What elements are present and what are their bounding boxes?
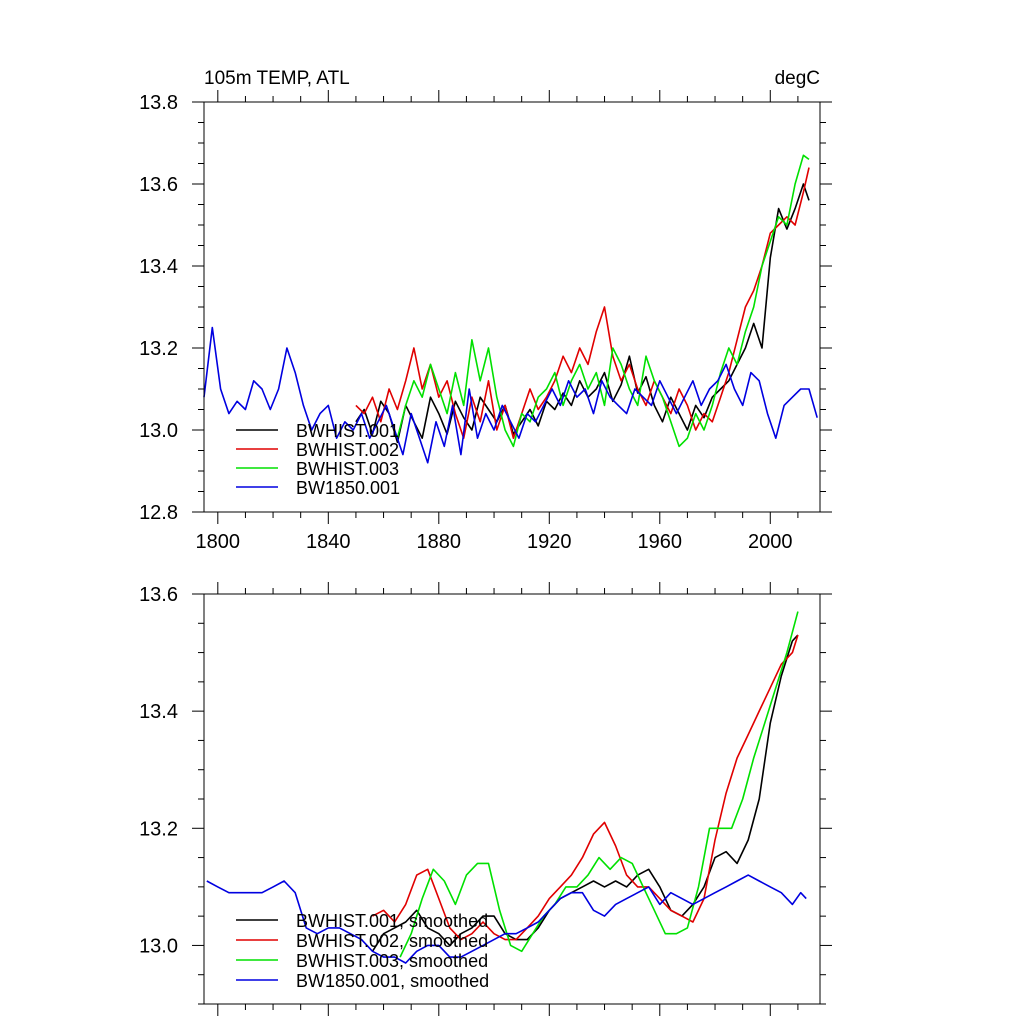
legend-label: BW1850.001, smoothed <box>296 971 489 991</box>
series-line-bwhist-002 <box>355 167 810 440</box>
x-tick-label: 1840 <box>306 531 351 553</box>
x-tick-label: 1880 <box>417 531 462 553</box>
y-tick-label: 13.6 <box>139 174 178 196</box>
top-chart-title: 105m TEMP, ATL <box>204 68 350 89</box>
series-line-bwhist-001 <box>355 183 810 444</box>
y-tick-label: 13.0 <box>139 935 178 957</box>
y-tick-label: 13.8 <box>139 92 178 114</box>
legend-label: BWHIST.001, smoothed <box>296 911 488 931</box>
y-tick-label: 13.6 <box>139 584 178 606</box>
x-tick-label: 1800 <box>196 531 241 553</box>
series-line-bwhist-003-smoothed <box>399 611 799 958</box>
series-line-bwhist-003 <box>396 154 810 448</box>
y-tick-label: 13.4 <box>139 256 178 278</box>
bottom-series-lines <box>206 611 807 964</box>
series-line-bwhist-001-smoothed <box>371 634 799 952</box>
y-tick-label: 12.8 <box>139 502 178 524</box>
top-series-lines <box>203 154 818 464</box>
x-tick-label: 1960 <box>638 531 683 553</box>
y-tick-label: 13.0 <box>139 420 178 442</box>
series-line-bwhist-002-smoothed <box>372 634 799 941</box>
legend-label: BWHIST.002, smoothed <box>296 931 488 951</box>
x-tick-label: 1920 <box>527 531 572 553</box>
legend-label: BW1850.001 <box>296 478 400 498</box>
x-tick-label: 2000 <box>748 531 793 553</box>
bottom-plot-frame <box>203 593 821 1005</box>
legend-label: BWHIST.003 <box>296 459 399 479</box>
series-line-bw1850-001 <box>203 326 818 464</box>
legend-label: BWHIST.002 <box>296 440 399 460</box>
top-chart-units: degC <box>775 68 820 89</box>
legend-label: BWHIST.001 <box>296 421 399 441</box>
bottom-axes: 13.0 13.2 13.4 13.6 <box>139 582 832 1016</box>
y-tick-label: 13.2 <box>139 338 178 360</box>
legend-label: BWHIST.003, smoothed <box>296 951 488 971</box>
y-tick-label: 13.2 <box>139 818 178 840</box>
series-line-bw1850-001-smoothed <box>206 874 807 964</box>
bottom-panel: 13.013.213.413.6 BWHIST.001, smoothedBWH… <box>139 582 832 1016</box>
top-plot-frame <box>203 101 821 513</box>
y-tick-label: 13.4 <box>139 701 178 723</box>
top-axes: 1800 1840 1880 1920 1960 2000 12.8 13.0 13.2 13.4… <box>139 90 832 553</box>
top-panel: 105m TEMP, ATL degC 1800 1840 1880 1920 1960… <box>139 68 832 553</box>
